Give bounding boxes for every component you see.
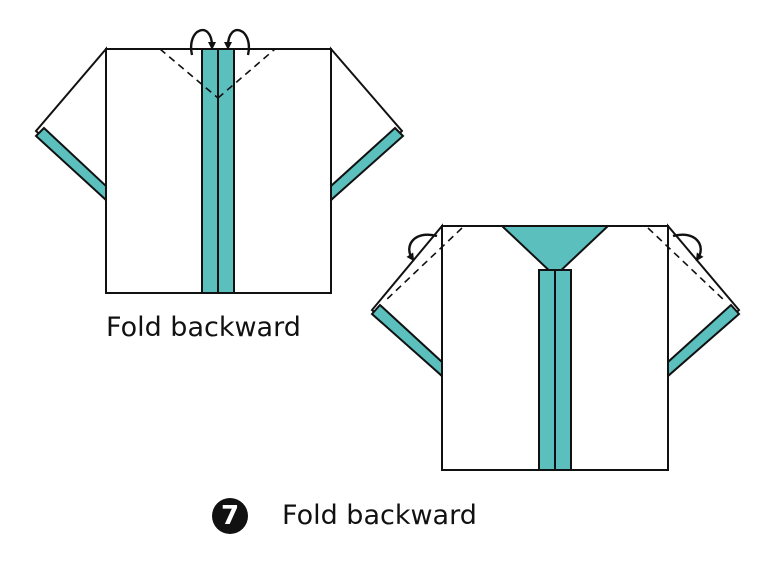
curved-fold-arrow-icon	[224, 28, 251, 56]
curved-fold-arrow-icon	[672, 233, 704, 262]
caption-text: Fold backward	[282, 500, 477, 531]
fold-line-dashed-left	[383, 227, 463, 303]
number-seven-badge: 7	[212, 498, 248, 534]
collar-triangle	[499, 225, 611, 278]
kimono-figure-after-fold	[370, 223, 741, 471]
caption-text: Fold backward	[106, 312, 301, 343]
fold-line-dashed-left	[159, 48, 219, 99]
fold-line-dashed-right	[217, 48, 276, 99]
collar-strip-left	[538, 269, 556, 471]
curved-fold-arrow-icon	[189, 28, 216, 56]
step-caption-lower: 7 Fold backward	[212, 498, 477, 534]
collar-strip-left	[201, 48, 219, 294]
curved-fold-arrow-icon	[406, 233, 438, 262]
fold-line-dashed-right	[647, 227, 727, 303]
step-caption-upper: Fold backward	[106, 313, 301, 343]
collar-strip-right	[554, 269, 572, 471]
kimono-figure-before-fold	[34, 28, 405, 294]
